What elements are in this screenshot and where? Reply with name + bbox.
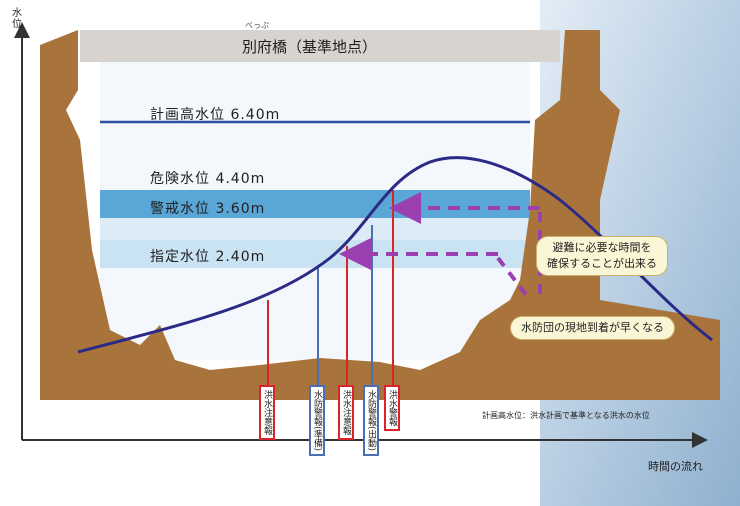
level-plan-value: 6.40m	[230, 107, 281, 123]
designated-band	[100, 240, 530, 268]
event-label-flood-watch: 洪水注意報	[259, 385, 275, 440]
callout-evacuation-time: 避難に必要な時間を 確保することが出来る	[536, 236, 668, 276]
event-label-standby: 水防警報(準備)	[309, 385, 325, 457]
level-warning-value: 3.60m	[215, 201, 266, 217]
callout-flood-fighters: 水防団の現地到着が早くなる	[510, 316, 675, 340]
level-danger-value: 4.40m	[215, 171, 266, 187]
event-label-warning-2: 洪水警報	[384, 385, 400, 431]
dashed-connector-2	[496, 256, 532, 302]
y-axis-label: 水位	[12, 8, 22, 30]
event-label-warning-1: 洪水注意報	[338, 385, 354, 440]
level-designated-name: 指定水位	[150, 249, 210, 265]
level-warning-name: 警戒水位	[150, 201, 210, 217]
callout-flood-fighters-line: 水防団の現地到着が早くなる	[521, 321, 664, 334]
level-danger-name: 危険水位	[150, 171, 210, 187]
level-plan-name: 計画高水位	[150, 107, 225, 123]
callout-evacuation-line-2: 確保することが出来る	[547, 257, 657, 270]
title-ruby: べっぷ	[245, 21, 269, 30]
diagram-title: 別府橋（基準地点）	[242, 38, 378, 56]
warning-band	[100, 190, 530, 218]
level-designated: 指定水位 2.40m	[150, 246, 265, 266]
title-band	[80, 30, 560, 62]
event-label-dispatch: 水防警報(出動)	[363, 385, 379, 457]
callout-evacuation-line-1: 避難に必要な時間を	[552, 241, 652, 254]
level-designated-value: 2.40m	[215, 249, 266, 265]
level-warning: 警戒水位 3.60m	[150, 198, 265, 218]
x-axis-label: 時間の流れ	[648, 460, 703, 473]
embankment-ground	[40, 30, 720, 400]
footnote: 計画高水位：洪水計画で基準となる洪水の水位	[482, 411, 650, 420]
level-danger: 危険水位 4.40m	[150, 168, 265, 188]
level-plan: 計画高水位 6.40m	[150, 104, 280, 124]
mid-band	[100, 218, 530, 240]
